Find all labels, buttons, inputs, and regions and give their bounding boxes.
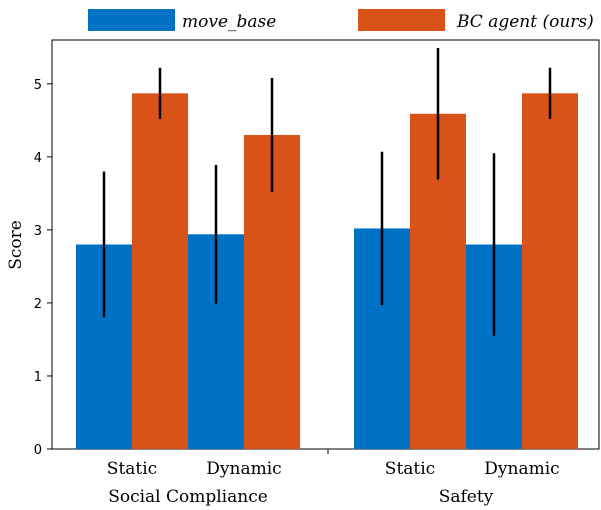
x-tick-label: Dynamic	[206, 459, 281, 479]
legend-label: move_base	[182, 12, 276, 32]
y-tick-label: 2	[34, 297, 42, 312]
plot-frame	[51, 39, 600, 450]
y-tick-label: 3	[34, 224, 42, 239]
y-axis-label: Score	[6, 220, 26, 270]
y-tick-label: 5	[34, 78, 42, 93]
legend: move_base BC agent (ours)	[88, 9, 594, 32]
x-group-label: Safety	[439, 487, 494, 507]
y-tick-label: 0	[34, 443, 42, 458]
y-tick-label: 4	[34, 151, 42, 166]
x-tick-label: Static	[385, 459, 435, 479]
error-bars	[102, 48, 552, 336]
x-group-label: Social Compliance	[108, 487, 268, 507]
bars	[76, 93, 578, 450]
bar	[132, 93, 188, 449]
axes: 0 1 2 3 4 5 Static Dynamic Social Compliance Stat…	[34, 78, 560, 507]
legend-swatch	[88, 9, 175, 31]
x-tick-label: Static	[107, 459, 157, 479]
bar	[522, 93, 578, 449]
legend-label: BC agent (ours)	[456, 12, 594, 32]
legend-swatch	[358, 9, 445, 31]
y-tick-label: 1	[34, 370, 42, 385]
x-tick-label: Dynamic	[484, 459, 559, 479]
